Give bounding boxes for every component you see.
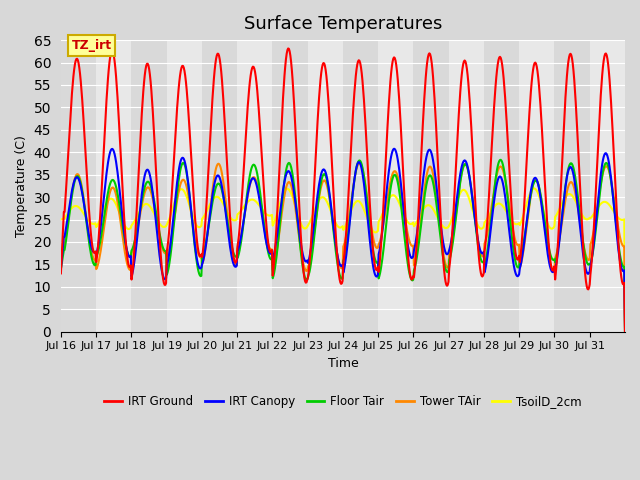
Bar bbox=[273, 40, 308, 332]
Bar bbox=[484, 40, 519, 332]
Bar bbox=[413, 40, 449, 332]
Y-axis label: Temperature (C): Temperature (C) bbox=[15, 135, 28, 237]
Bar bbox=[343, 40, 378, 332]
Bar bbox=[61, 40, 96, 332]
Legend: IRT Ground, IRT Canopy, Floor Tair, Tower TAir, TsoilD_2cm: IRT Ground, IRT Canopy, Floor Tair, Towe… bbox=[100, 390, 586, 413]
X-axis label: Time: Time bbox=[328, 357, 358, 370]
Bar bbox=[202, 40, 237, 332]
Title: Surface Temperatures: Surface Temperatures bbox=[244, 15, 442, 33]
Text: TZ_irt: TZ_irt bbox=[72, 39, 111, 52]
Bar bbox=[131, 40, 166, 332]
Bar bbox=[554, 40, 589, 332]
